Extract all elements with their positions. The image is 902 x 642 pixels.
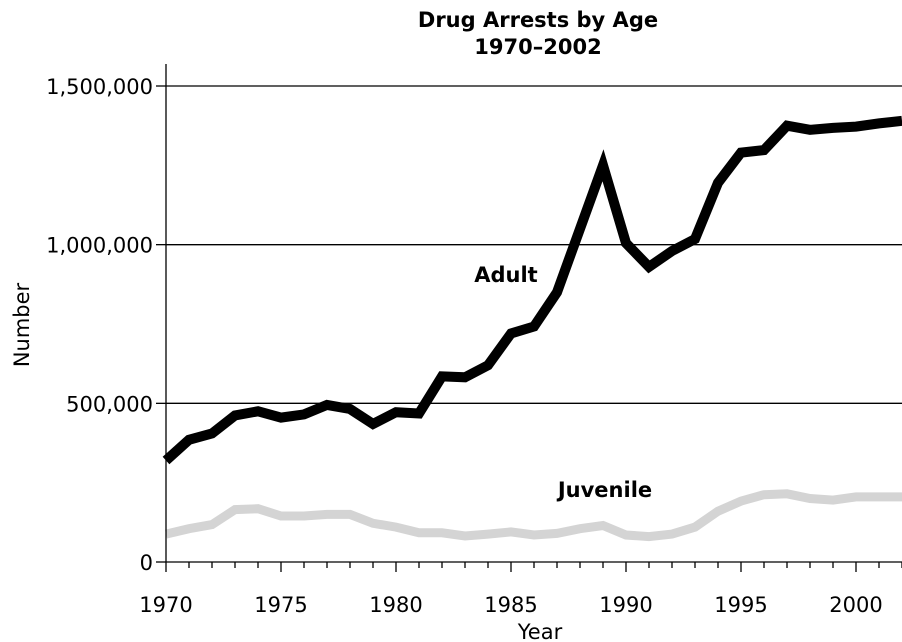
x-axis-label: Year — [517, 620, 563, 642]
x-tick-label: 1995 — [714, 593, 767, 617]
x-tick-label: 1980 — [369, 593, 422, 617]
x-tick-labels: 1970 1975 1980 1985 1990 1995 2000 — [139, 593, 882, 617]
series-line-adult — [162, 115, 902, 465]
gridlines — [166, 85, 902, 404]
x-tick-label: 1990 — [599, 593, 652, 617]
y-tick-label: 1,000,000 — [46, 234, 153, 258]
series-line-juvenile — [164, 489, 902, 542]
x-tick-label: 1970 — [139, 593, 192, 617]
series-label-adult: Adult — [474, 263, 537, 287]
x-tick-label: 2000 — [829, 593, 882, 617]
x-tick-label: 1985 — [484, 593, 537, 617]
y-tick-label: 500,000 — [66, 392, 153, 416]
x-tick-label: 1975 — [254, 593, 307, 617]
y-axis-label: Number — [10, 282, 34, 367]
series-label-juvenile: Juvenile — [556, 478, 652, 502]
y-tick-label: 1,500,000 — [46, 75, 153, 99]
axes — [156, 64, 902, 572]
y-tick-labels: 0 500,000 1,000,000 1,500,000 — [46, 75, 153, 575]
y-tick-label: 0 — [140, 551, 153, 575]
chart-title: Drug Arrests by Age — [418, 8, 658, 32]
series-layer — [162, 115, 902, 542]
chart-subtitle: 1970–2002 — [474, 35, 601, 59]
